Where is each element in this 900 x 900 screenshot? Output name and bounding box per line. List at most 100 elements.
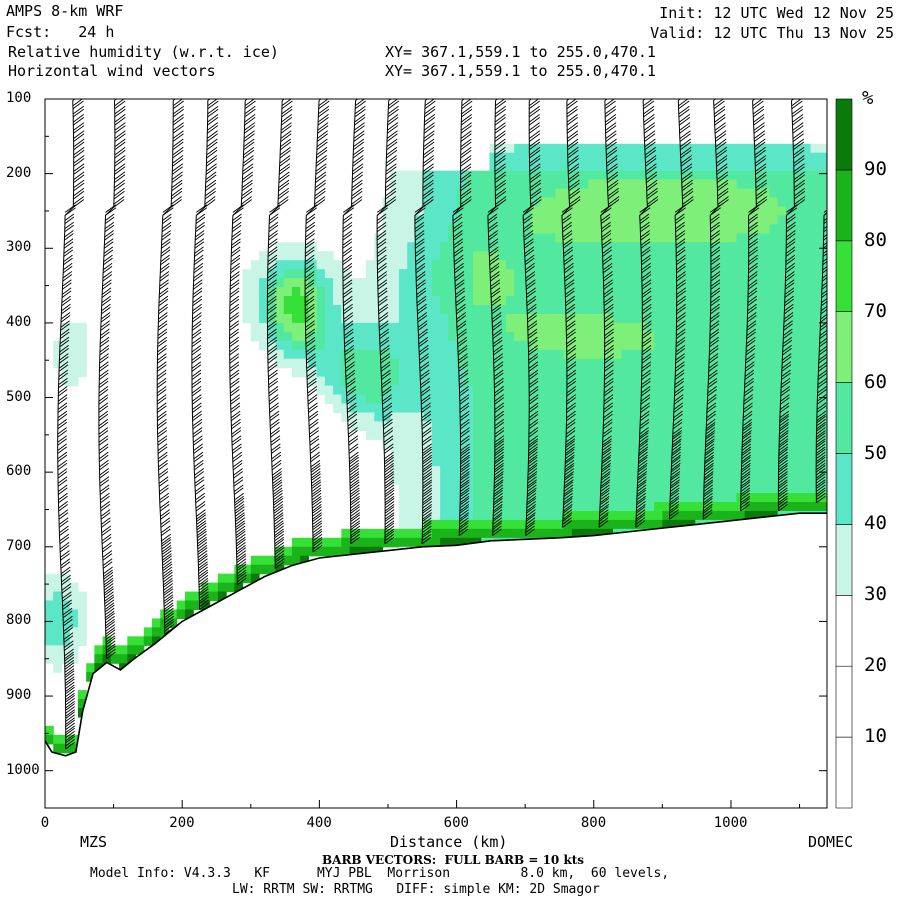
rh-cell — [711, 296, 721, 306]
rh-cell — [687, 430, 696, 440]
rh-cell — [629, 224, 639, 234]
rh-cell — [645, 421, 655, 431]
rh-cell — [547, 519, 556, 530]
rh-cell — [711, 502, 721, 512]
rh-cell — [407, 287, 417, 297]
rh-cell — [670, 296, 680, 306]
rh-cell — [505, 394, 515, 405]
rh-cell — [530, 394, 540, 405]
rh-cell — [719, 170, 729, 181]
rh-cell — [176, 600, 186, 611]
rh-cell — [761, 510, 770, 521]
rh-cell — [604, 188, 614, 199]
rh-cell — [283, 278, 293, 288]
rh-cell — [711, 224, 721, 234]
rh-cell — [514, 251, 524, 261]
wind-barb — [267, 295, 277, 307]
rh-cell — [431, 430, 441, 440]
rh-cell — [514, 439, 524, 449]
rh-cell — [242, 278, 252, 288]
rh-cell — [242, 573, 252, 584]
rh-cell — [538, 206, 548, 217]
rh-cell — [794, 224, 803, 234]
rh-cell — [530, 510, 540, 521]
rh-cell — [431, 206, 441, 217]
rh-cell — [687, 331, 696, 342]
wind-barb-column — [376, 99, 400, 545]
rh-cell — [687, 367, 696, 378]
wind-barb — [267, 336, 277, 348]
rh-cell — [538, 296, 548, 306]
wind-barb — [61, 566, 71, 577]
rh-cell — [678, 484, 688, 494]
rh-cell — [670, 421, 680, 431]
rh-cell — [538, 215, 548, 225]
rh-cell — [538, 502, 548, 512]
rh-cell — [522, 475, 532, 485]
rh-cell — [555, 313, 565, 324]
rh-cell — [810, 152, 820, 163]
rh-cell — [629, 475, 639, 485]
wind-barb — [350, 506, 360, 520]
rh-cell — [654, 331, 663, 342]
rh-cell — [769, 179, 779, 190]
rh-cell — [678, 421, 688, 431]
rh-cell — [45, 654, 54, 664]
rh-cell — [431, 394, 441, 405]
rh-cell — [275, 269, 285, 279]
rh-cell — [777, 322, 787, 333]
wind-barb — [161, 533, 171, 545]
rh-cell — [555, 466, 565, 476]
rh-cell — [538, 278, 548, 288]
rh-cell — [555, 475, 565, 485]
rh-cell — [761, 143, 770, 154]
rh-cell — [596, 358, 606, 369]
rh-cell — [736, 340, 746, 351]
rh-cell — [431, 358, 441, 369]
rh-cell — [695, 313, 705, 324]
rh-cell — [514, 322, 524, 333]
rh-cell — [522, 519, 532, 530]
rh-cell — [415, 537, 425, 548]
wind-barb — [230, 254, 241, 266]
rh-cell — [794, 304, 803, 315]
rh-cell — [596, 313, 606, 324]
rh-cell — [695, 215, 705, 225]
rh-cell — [662, 358, 672, 369]
rh-cell — [547, 188, 556, 199]
rh-cell — [514, 484, 524, 494]
rh-cell — [711, 358, 721, 369]
rh-cell — [571, 233, 581, 243]
rh-cell — [390, 260, 400, 270]
wind-barb — [163, 596, 174, 610]
rh-cell — [678, 457, 688, 467]
rh-cell — [275, 251, 285, 261]
wind-barb — [73, 138, 85, 151]
rh-cell — [538, 170, 548, 181]
rh-cell — [390, 367, 400, 378]
rh-cell — [407, 457, 417, 467]
wind-barb — [172, 146, 184, 159]
rh-cell — [522, 251, 532, 261]
rh-cell — [802, 412, 812, 423]
rh-cell — [629, 403, 639, 414]
rh-cell — [629, 349, 639, 360]
wind-barb — [57, 459, 68, 471]
rh-cell — [440, 197, 449, 208]
rh-cell — [596, 251, 606, 261]
wind-barb — [105, 612, 115, 627]
rh-cell — [604, 394, 614, 405]
wind-barb — [354, 114, 366, 126]
rh-cell — [473, 287, 482, 297]
wind-barb — [422, 427, 432, 438]
rh-cell — [580, 340, 589, 351]
rh-cell — [810, 502, 820, 512]
rh-cell — [580, 439, 589, 449]
rh-cell — [464, 484, 474, 494]
rh-cell — [703, 457, 713, 467]
wind-barb — [191, 377, 202, 389]
rh-cell — [555, 188, 565, 199]
rh-cell — [456, 242, 466, 252]
wind-barb — [353, 122, 365, 134]
rh-cell — [522, 394, 532, 405]
